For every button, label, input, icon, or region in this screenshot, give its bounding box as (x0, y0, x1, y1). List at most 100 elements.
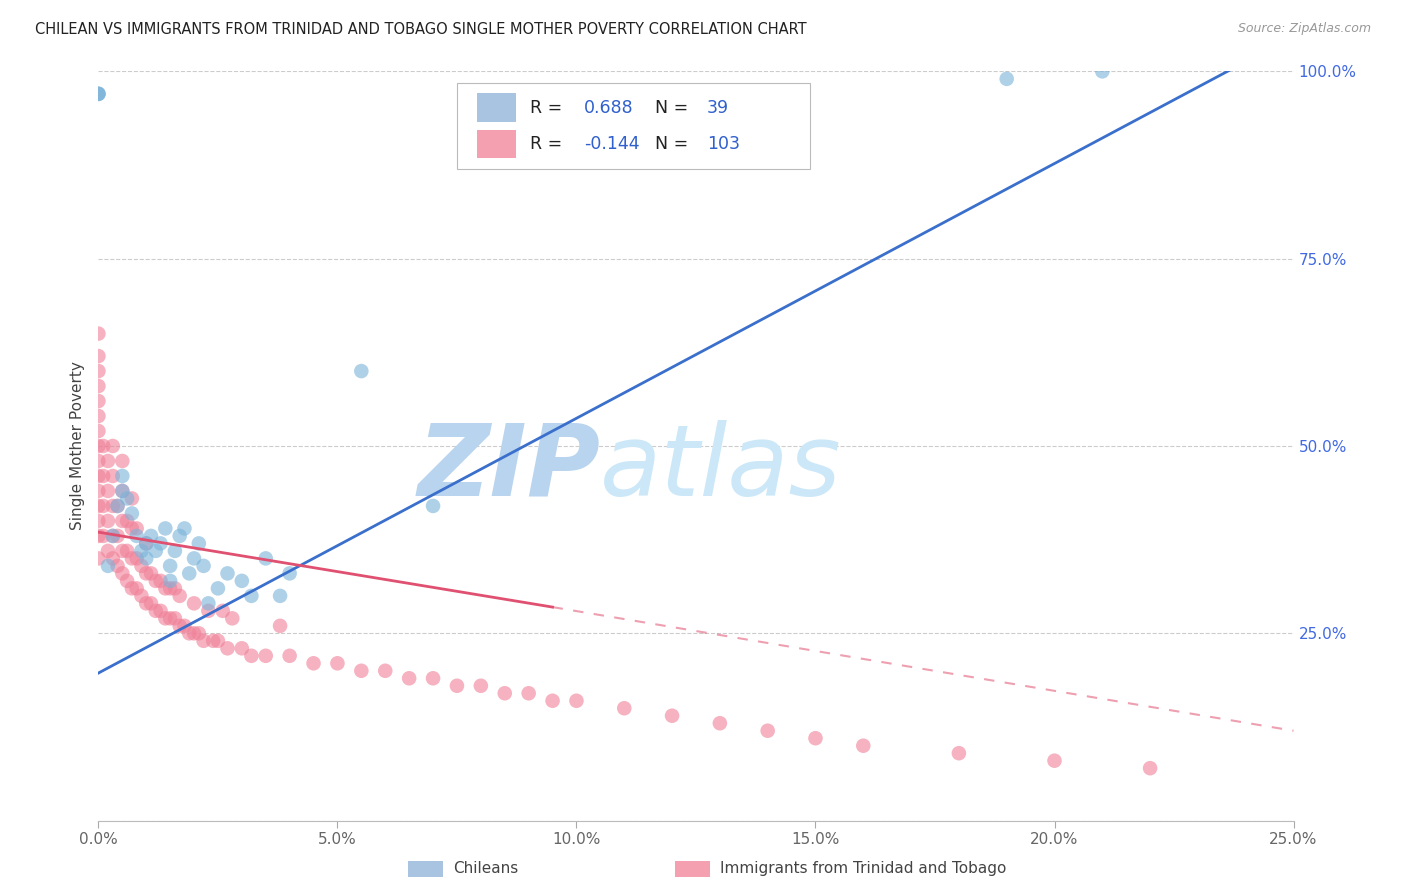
Point (87, 529, 110, 543)
Point (135, 566, 157, 581)
Point (101, 499, 124, 513)
Point (169, 589, 191, 603)
Point (87, 439, 110, 453)
Point (852, 739, 875, 753)
Point (121, 521, 143, 535)
Point (217, 566, 239, 581)
Point (159, 611, 181, 625)
Point (169, 529, 191, 543)
Point (107, 529, 129, 543)
Point (197, 596, 219, 610)
Point (202, 633, 225, 648)
Point (149, 536, 172, 550)
FancyBboxPatch shape (477, 94, 516, 122)
Text: CHILEAN VS IMMIGRANTS FROM TRINIDAD AND TOBAGO SINGLE MOTHER POVERTY CORRELATION: CHILEAN VS IMMIGRANTS FROM TRINIDAD AND … (35, 22, 807, 37)
Point (163, 582, 186, 596)
Point (197, 604, 219, 618)
Point (111, 544, 134, 558)
Point (422, 671, 444, 685)
Text: 0.688: 0.688 (583, 99, 633, 117)
Point (111, 514, 134, 528)
Point (115, 574, 138, 588)
Point (470, 679, 492, 693)
Point (101, 439, 124, 453)
Point (350, 664, 373, 678)
Point (97, 454, 120, 468)
Point (159, 558, 181, 573)
Point (91, 529, 114, 543)
Point (254, 648, 277, 663)
Point (193, 558, 215, 573)
Point (91, 499, 114, 513)
Point (87, 87, 110, 101)
Point (211, 604, 233, 618)
Point (221, 611, 243, 625)
Point (173, 521, 195, 535)
Point (254, 551, 277, 566)
Point (565, 694, 588, 708)
Text: R =: R = (530, 99, 568, 117)
Point (398, 671, 420, 685)
Point (155, 521, 177, 535)
Point (121, 582, 143, 596)
Text: ZIP: ZIP (418, 420, 600, 517)
Point (1091, 64, 1114, 78)
Text: 39: 39 (707, 99, 728, 117)
Point (709, 716, 731, 731)
Point (145, 544, 167, 558)
Point (350, 364, 373, 378)
Point (183, 551, 205, 566)
Point (87, 551, 110, 566)
Point (517, 686, 540, 700)
Point (121, 491, 143, 506)
Point (541, 694, 564, 708)
Point (139, 529, 162, 543)
Point (101, 469, 124, 483)
Point (179, 566, 201, 581)
Point (115, 544, 138, 558)
Point (87, 424, 110, 438)
Point (207, 633, 229, 648)
Point (995, 71, 1018, 86)
Point (131, 544, 153, 558)
Point (231, 641, 253, 656)
Point (422, 499, 444, 513)
Point (135, 596, 157, 610)
Point (101, 529, 124, 543)
Point (107, 499, 129, 513)
Point (159, 582, 181, 596)
Text: Chileans: Chileans (453, 862, 517, 876)
FancyBboxPatch shape (477, 129, 516, 158)
Point (302, 657, 325, 671)
Point (111, 454, 134, 468)
Point (111, 483, 134, 498)
Point (1043, 754, 1066, 768)
Point (125, 529, 148, 543)
Point (494, 686, 516, 700)
Point (87, 87, 110, 101)
Point (111, 469, 134, 483)
Point (240, 648, 263, 663)
Point (173, 619, 195, 633)
Point (97, 544, 120, 558)
Point (163, 611, 186, 625)
Point (121, 551, 143, 566)
Point (446, 679, 468, 693)
Point (111, 483, 134, 498)
Point (121, 507, 143, 521)
Point (374, 664, 396, 678)
Point (269, 619, 291, 633)
Text: Source: ZipAtlas.com: Source: ZipAtlas.com (1237, 22, 1371, 36)
Point (87, 394, 110, 409)
Point (107, 499, 129, 513)
Point (149, 574, 172, 588)
Point (135, 536, 157, 550)
Point (183, 626, 205, 640)
Text: Immigrants from Trinidad and Tobago: Immigrants from Trinidad and Tobago (720, 862, 1007, 876)
Point (87, 514, 110, 528)
Point (87, 454, 110, 468)
Point (1139, 761, 1161, 775)
Point (87, 326, 110, 341)
Point (139, 596, 162, 610)
Point (91, 439, 114, 453)
